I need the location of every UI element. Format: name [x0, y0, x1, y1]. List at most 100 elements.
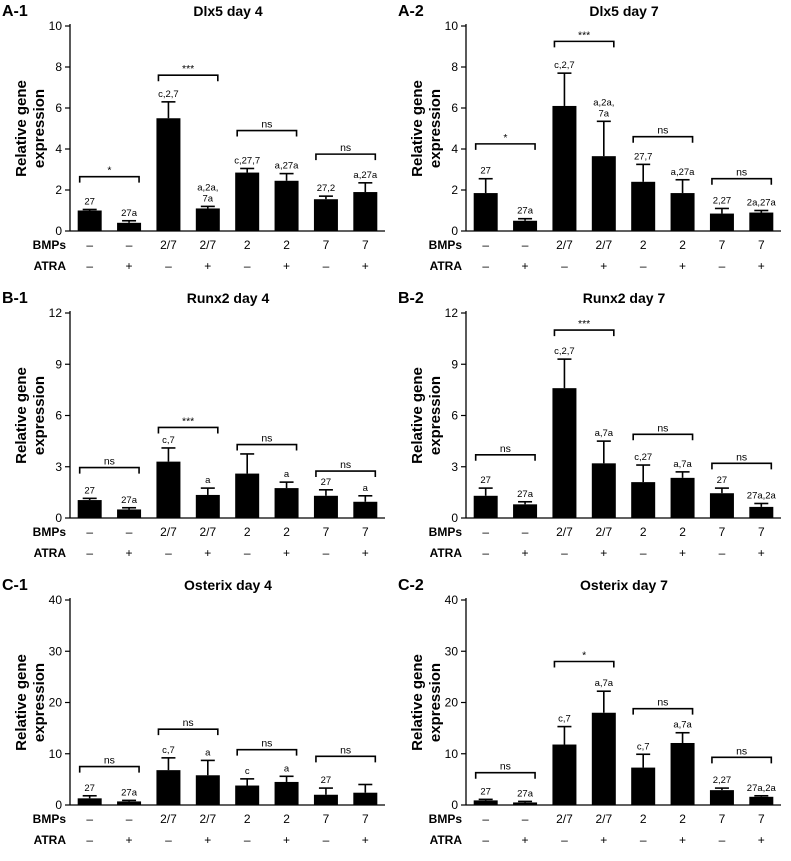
chart-panel-b-2: B-2 Runx2 day 7 Relative gene expression 0 3 6…	[396, 287, 791, 574]
bmps-cell: 2/7	[595, 238, 612, 252]
atra-row-header: ATRA	[34, 833, 67, 847]
data-label: 27a	[121, 208, 138, 219]
chart-panel-b-1: B-1 Runx2 day 4 Relative gene expression 0 3 6…	[0, 287, 395, 574]
bmps-cell: 7	[362, 238, 369, 252]
data-label: a,2a,	[593, 97, 614, 108]
bmps-cell: –	[86, 812, 93, 826]
significance-label: ns	[340, 142, 351, 154]
chart-svg: B-2 Runx2 day 7 Relative gene expression 0 3 6…	[398, 290, 781, 560]
data-label: a,27a	[671, 167, 695, 178]
significance-bracket	[553, 329, 615, 337]
atra-cell: +	[679, 259, 686, 273]
atra-cell: +	[283, 546, 290, 560]
data-label: 27,2	[317, 183, 336, 194]
bar	[552, 105, 577, 231]
y-tick-label: 4	[451, 142, 458, 156]
y-tick-label: 0	[451, 798, 458, 812]
bar	[709, 493, 734, 518]
atra-row-header: ATRA	[34, 546, 67, 560]
bar	[274, 488, 299, 518]
bmps-cell: –	[482, 238, 489, 252]
significance-bracket	[632, 707, 694, 715]
y-tick-label: 6	[451, 101, 458, 115]
bmps-cell: 7	[362, 525, 369, 539]
y-axis-label: Relative gene expression	[13, 80, 48, 177]
data-label: c,2,7	[554, 346, 575, 357]
y-axis-label-line2: expression	[427, 89, 444, 168]
data-label: 27a,2a	[747, 783, 777, 794]
bmps-cell: –	[522, 525, 529, 539]
significance-bracket	[315, 470, 377, 478]
y-axis-label-line2: expression	[31, 89, 48, 168]
significance-bracket	[315, 755, 377, 763]
atra-cell: –	[244, 259, 251, 273]
panel-label: A-1	[2, 3, 28, 20]
bar	[473, 495, 498, 518]
significance-bracket	[632, 433, 694, 441]
bmps-cell: 2	[679, 812, 686, 826]
significance-label: ns	[340, 459, 351, 471]
atra-cell: –	[719, 546, 726, 560]
data-label: a	[205, 747, 211, 758]
bar	[353, 792, 378, 805]
atra-cell: –	[482, 833, 489, 847]
chart-svg: B-1 Runx2 day 4 Relative gene expression 0 3 6…	[2, 290, 385, 560]
atra-cell: +	[758, 546, 765, 560]
bar	[156, 461, 181, 518]
atra-cell: –	[86, 259, 93, 273]
bar	[709, 790, 734, 805]
panel-label: A-2	[398, 3, 424, 20]
y-tick-label: 6	[55, 409, 62, 423]
y-tick-label: 0	[55, 798, 62, 812]
bar	[670, 742, 695, 805]
chart-title: Dlx5 day 7	[589, 3, 658, 19]
chart-title: Runx2 day 7	[583, 290, 666, 306]
significance-label: ns	[261, 433, 272, 445]
atra-cell: +	[283, 259, 290, 273]
bmps-cell: 2	[283, 525, 290, 539]
y-tick-label: 9	[451, 357, 458, 371]
y-axis-label-line1: Relative gene	[13, 367, 30, 464]
atra-cell: +	[362, 833, 369, 847]
bar	[77, 798, 102, 805]
significance-label: ns	[657, 697, 668, 709]
data-label: 27	[480, 475, 491, 486]
data-label: 2,27	[713, 775, 732, 786]
bmps-cell: 2	[640, 812, 647, 826]
bar	[591, 156, 616, 231]
significance-bracket	[236, 129, 298, 137]
data-label: 27a	[517, 206, 534, 217]
bmps-cell: 2/7	[595, 812, 612, 826]
bmps-cell: 2	[283, 812, 290, 826]
significance-bracket	[553, 660, 615, 668]
bar	[117, 801, 142, 805]
y-tick-label: 40	[445, 593, 459, 607]
significance-label: ns	[500, 443, 511, 455]
bmps-cell: 2/7	[160, 238, 177, 252]
significance-bracket	[553, 40, 615, 48]
bar	[670, 193, 695, 231]
bmps-cell: 2/7	[160, 525, 177, 539]
bmps-row-header: BMPs	[429, 525, 463, 539]
y-axis-label: Relative gene expression	[13, 654, 48, 751]
data-label: c,2,7	[158, 89, 179, 100]
bmps-cell: –	[126, 238, 133, 252]
chart-title: Osterix day 7	[580, 577, 668, 593]
bmps-cell: 2/7	[556, 525, 573, 539]
bar	[313, 199, 338, 231]
y-tick-label: 20	[445, 696, 459, 710]
y-tick-label: 10	[445, 19, 459, 33]
significance-label: ***	[578, 318, 590, 330]
bmps-cell: –	[126, 525, 133, 539]
data-label: 27	[321, 477, 332, 488]
chart-title: Osterix day 4	[184, 577, 272, 593]
bar	[513, 504, 538, 518]
panel-label: C-2	[398, 577, 424, 594]
bar	[235, 785, 260, 805]
chart-svg: C-1 Osterix day 4 Relative gene expression 0…	[2, 577, 385, 847]
bar	[473, 800, 498, 805]
bar	[274, 781, 299, 805]
atra-row-header: ATRA	[430, 546, 463, 560]
bar	[552, 744, 577, 805]
bmps-cell: –	[482, 525, 489, 539]
